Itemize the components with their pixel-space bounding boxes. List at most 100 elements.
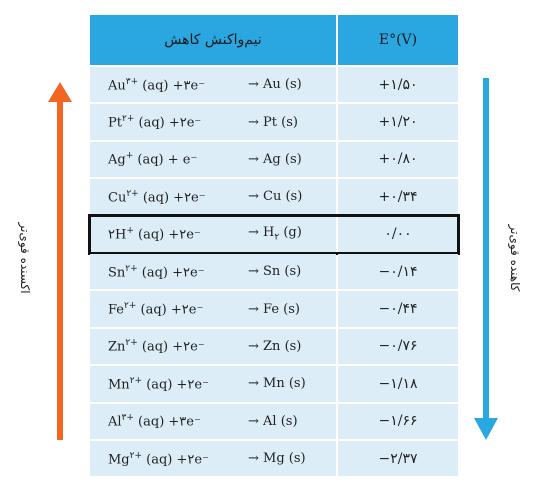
formula-base: Zn	[108, 339, 126, 355]
reaction-cell: Zn۲+ (aq) +۲e⁻ → Zn (s)	[90, 328, 336, 365]
formula-tail: (aq) +۲e⁻	[142, 451, 209, 467]
potential-cell: +۰/۸۰	[338, 141, 458, 178]
formula-base: → Mg (s)	[248, 451, 306, 467]
reduced-form: → Fe (s)	[248, 302, 300, 317]
charge: +	[125, 151, 134, 162]
charge: ۲+	[121, 113, 135, 124]
reaction-cell: Cu۲+ (aq) +۲e⁻ → Cu (s)	[90, 179, 336, 215]
charge: ۲+	[126, 188, 139, 199]
charge: ۲+	[129, 375, 143, 386]
potential-value: +۰/۳۴	[378, 188, 418, 205]
potential-cell: −۰/۴۴	[338, 291, 458, 327]
oxidized-form: Fe۲+ (aq) +۲e⁻	[108, 301, 203, 317]
potential-value: ۰/۰۰	[384, 226, 412, 243]
reduced-form: → Mn (s)	[248, 376, 306, 391]
formula-tail: (aq) +۲e⁻	[137, 339, 205, 355]
formula-base: → Pt (s)	[248, 114, 298, 130]
formula-base: → Sn (s)	[248, 264, 302, 280]
reduced-form: → Pt (s)	[248, 115, 298, 130]
formula-tail: (aq) +۲e⁻	[142, 377, 209, 393]
header-text: E°(V)	[378, 32, 418, 48]
oxidized-form: Ag+ (aq) + e⁻	[108, 151, 197, 167]
potential-cell: +۰/۳۴	[338, 179, 458, 215]
oxidized-form: Mg۲+ (aq) +۲e⁻	[108, 451, 209, 467]
formula-base: Mg	[108, 451, 130, 467]
reaction-cell: Al۳+ (aq) +۳e⁻ → Al (s)	[90, 403, 336, 439]
charge: ۲+	[125, 338, 138, 349]
oxidized-form: Cu۲+ (aq) +۲e⁻	[108, 189, 206, 205]
reduced-form: → H۲ (g)	[248, 225, 302, 243]
reaction-cell: ۲H+ (aq) +۲e⁻ → H۲ (g)	[90, 216, 336, 252]
reduced-form: → Zn (s)	[248, 339, 301, 354]
formula-base: Mn	[108, 377, 130, 393]
arrow-head	[48, 82, 72, 102]
oxidized-form: ۲H+ (aq) +۲e⁻	[108, 226, 201, 242]
formula-tail: (aq) +۳e⁻	[138, 77, 206, 93]
formula-base: → Fe (s)	[248, 301, 300, 317]
formula-tail: (aq) + e⁻	[133, 152, 198, 168]
potential-value: −۰/۴۴	[378, 301, 418, 318]
formula-tail: (aq) +۲e⁻	[138, 190, 206, 206]
formula-base: → Cu (s)	[248, 189, 303, 205]
formula-tail: (aq) +۲e⁻	[137, 264, 205, 280]
reaction-cell: Sn۲+ (aq) +۲e⁻ → Sn (s)	[90, 254, 336, 290]
potential-cell: −۰/۱۴	[338, 254, 458, 290]
formula-base: Au	[108, 77, 126, 93]
reaction-cell: Mn۲+ (aq) +۲e⁻ → Mn (s)	[90, 366, 336, 402]
reaction-cell: Ag+ (aq) + e⁻ → Ag (s)	[90, 141, 336, 178]
potential-cell: −۰/۷۶	[338, 328, 458, 365]
reduced-form: → Al (s)	[248, 414, 298, 429]
oxidized-form: Al۳+ (aq) +۳e⁻	[108, 413, 201, 429]
oxidized-form: Pt۲+ (aq) +۲e⁻	[108, 114, 201, 130]
charge: ۲+	[124, 300, 137, 311]
charge: ۲+	[129, 450, 143, 461]
formula-base: Ag	[108, 152, 126, 168]
formula-base: → Mn (s)	[248, 376, 306, 392]
charge: ۲+	[125, 263, 138, 274]
formula-tail: (aq) +۲e⁻	[133, 227, 201, 243]
reaction-cell: Pt۲+ (aq) +۲e⁻ → Pt (s)	[90, 104, 336, 140]
formula-base: → Au (s)	[248, 77, 302, 93]
formula-base: → Al (s)	[248, 413, 298, 429]
formula-base: Pt	[108, 115, 122, 131]
formula-tail: (g)	[279, 225, 302, 241]
highlight-box	[88, 213, 460, 255]
formula-tail: (aq) +۲e⁻	[136, 302, 204, 318]
formula-base: ۲H	[108, 227, 127, 243]
potential-cell: −۱/۱۸	[338, 366, 458, 402]
formula-base: Fe	[108, 302, 125, 318]
potential-cell: ۰/۰۰	[338, 216, 458, 252]
charge: +	[126, 226, 134, 237]
potential-cell: +۱/۲۰	[338, 104, 458, 140]
oxidized-form: Mn۲+ (aq) +۲e⁻	[108, 376, 209, 392]
formula-base: Al	[108, 414, 122, 430]
oxidized-form: Zn۲+ (aq) +۲e⁻	[108, 338, 205, 354]
potential-value: −۰/۱۴	[378, 263, 418, 280]
formula-base: → Zn (s)	[248, 338, 302, 354]
oxidized-form: Sn۲+ (aq) +۲e⁻	[108, 264, 205, 280]
reduced-form: → Cu (s)	[248, 189, 302, 204]
potential-value: +۱/۵۰	[378, 76, 418, 93]
formula-tail: (aq) +۲e⁻	[134, 115, 202, 131]
potential-value: +۰/۸۰	[378, 151, 418, 168]
potential-value: −۱/۱۸	[378, 375, 418, 392]
reaction-cell: Mg۲+ (aq) +۲e⁻ → Mg (s)	[90, 441, 336, 477]
potential-cell: +۱/۵۰	[338, 67, 458, 103]
potential-value: −۲/۳۷	[378, 450, 418, 467]
header-text: نیم‌واکنش کاهش	[164, 32, 262, 48]
potential-value: −۰/۷۶	[378, 338, 418, 355]
reduced-form: → Au (s)	[248, 77, 302, 92]
formula-base: → H	[248, 225, 275, 241]
reduced-form: → Mg (s)	[248, 451, 306, 466]
formula-base: Sn	[108, 264, 126, 280]
potential-cell: −۱/۶۶	[338, 403, 458, 439]
header-reaction: نیم‌واکنش کاهش	[90, 15, 336, 65]
reduced-form: → Ag (s)	[248, 152, 302, 167]
formula-base: → Ag (s)	[248, 151, 302, 167]
charge: ۳+	[125, 76, 139, 87]
potential-value: +۱/۲۰	[378, 114, 418, 131]
right-label: کاهنده قوی‌تر	[508, 224, 522, 292]
left-label: اکسنده قوی‌تر	[18, 222, 32, 294]
potential-value: −۱/۶۶	[378, 413, 418, 430]
